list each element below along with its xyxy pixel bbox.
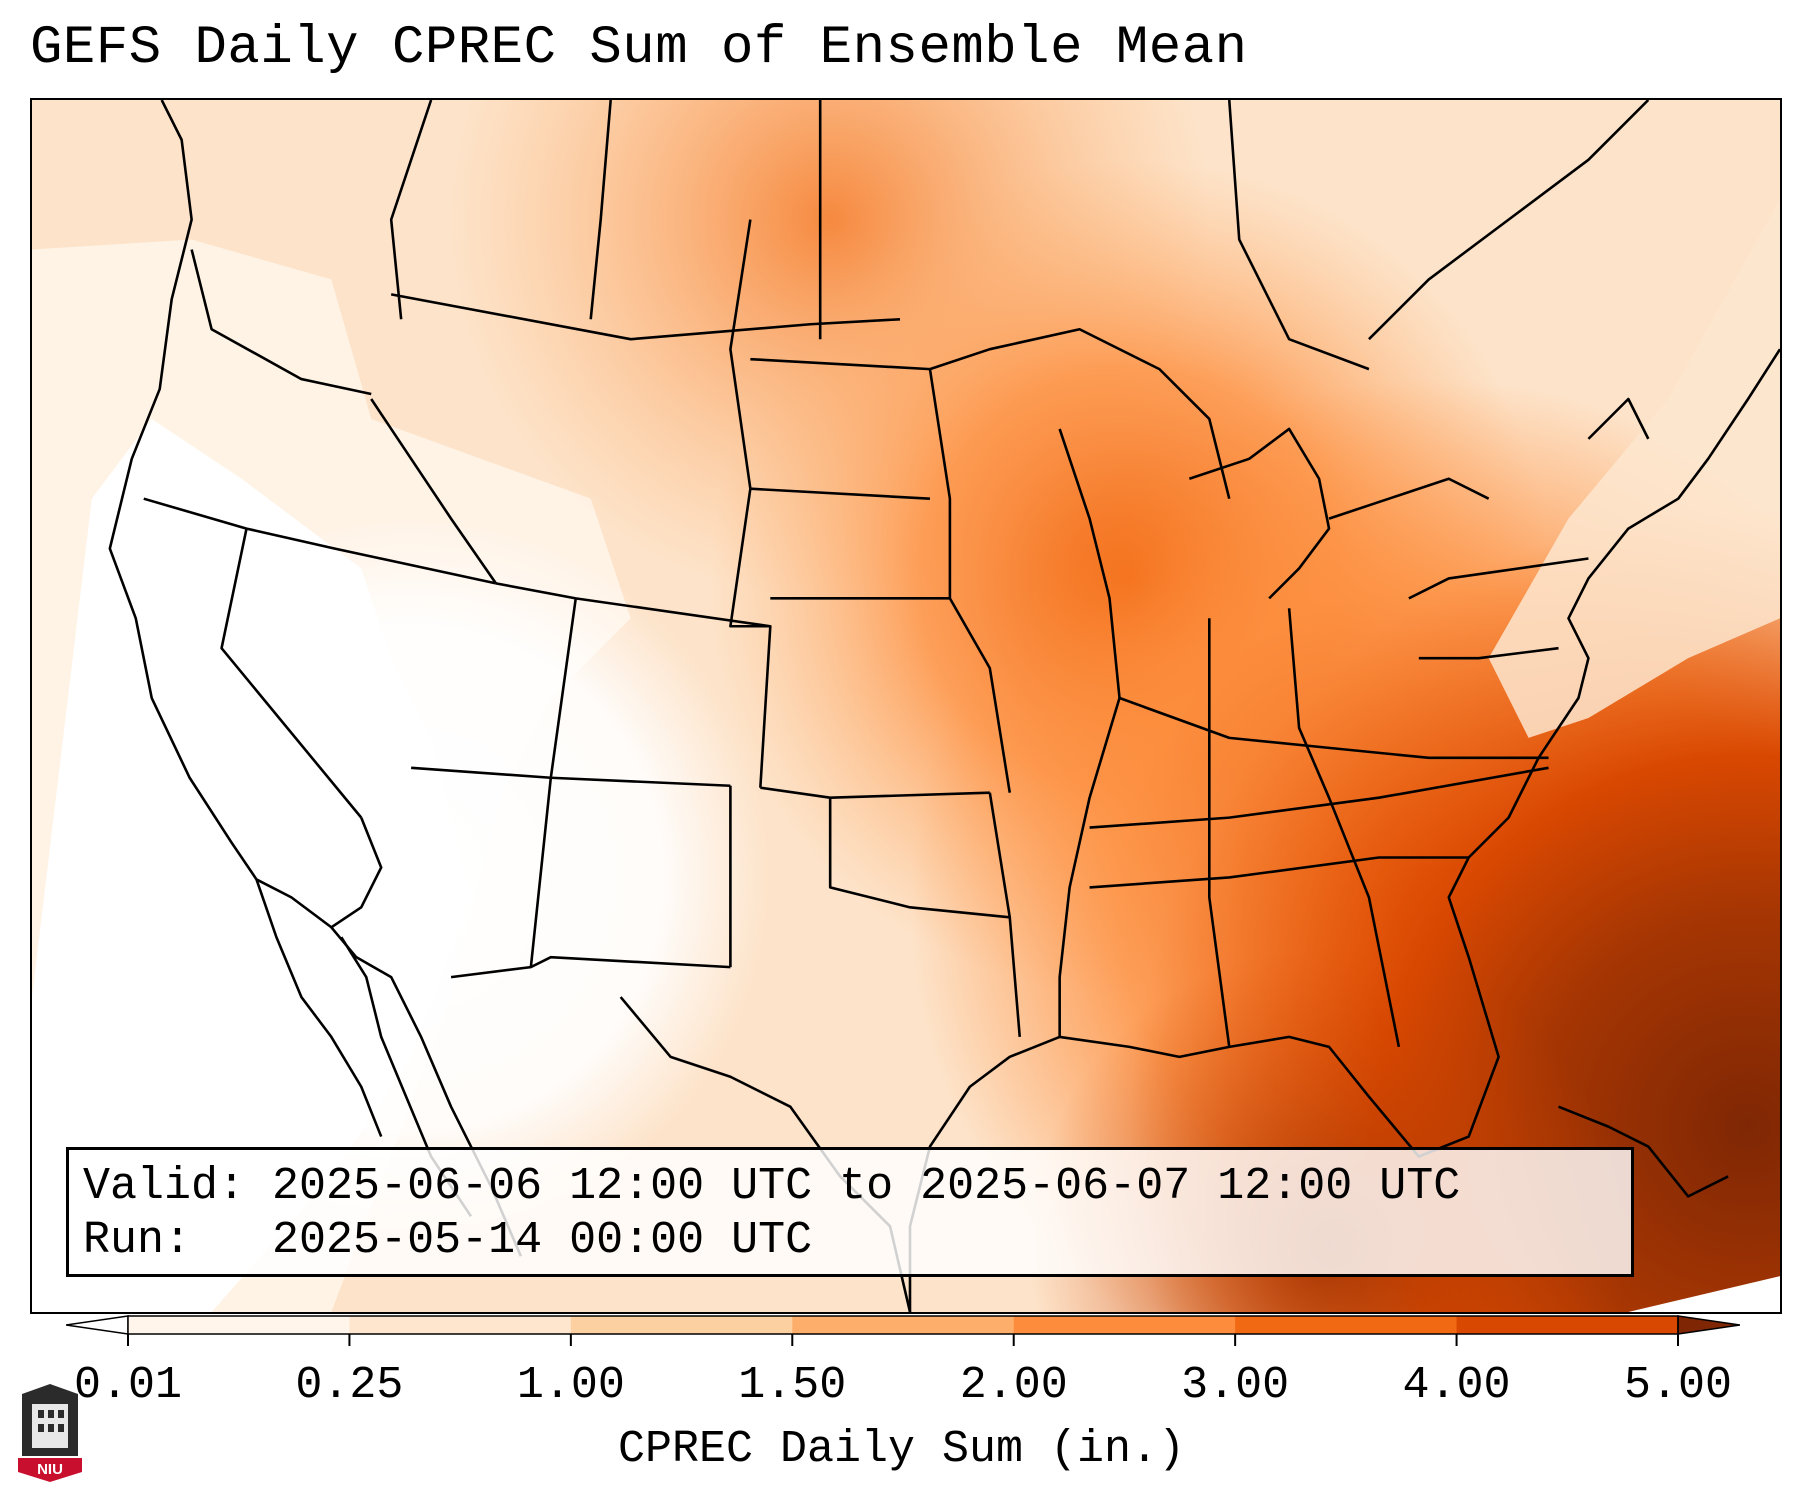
colorbar-tick-label: 1.50 [738, 1360, 847, 1411]
ohio-river-latitude [1119, 696, 1549, 760]
colorbar-label: CPREC Daily Sum (in.) [617, 1424, 1186, 1475]
us-canada-border-west [390, 293, 901, 341]
colorbar-tick-label: 5.00 [1623, 1360, 1733, 1411]
colorado-border [729, 488, 772, 788]
colorbar-segments [66, 1315, 1740, 1335]
utah-arizona-border [529, 598, 578, 968]
colorbar-tick-label: 4.00 [1402, 1360, 1511, 1411]
niu-logo-text: NIU [37, 1461, 63, 1478]
lake-michigan-huron-shore [1188, 427, 1331, 600]
colorbar-over-triangle [1677, 1315, 1740, 1335]
precip-field-gulf [32, 100, 1780, 1312]
precip-map [30, 98, 1782, 1314]
south-dakota-nebraska-border [750, 487, 931, 500]
colorbar-segment [1013, 1316, 1236, 1334]
colorbar-tick-label: 3.00 [1181, 1360, 1290, 1411]
lake-superior-shore [929, 327, 1231, 499]
valid-label: Valid: [83, 1161, 246, 1212]
lake-erie-ontario-shore [1328, 477, 1490, 520]
baja-coastline [255, 879, 383, 1138]
valid-value: 2025-06-06 12:00 UTC to 2025-06-07 12:00… [272, 1161, 1461, 1212]
map-title: GEFS Daily CPREC Sum of Ensemble Mean [30, 18, 1248, 79]
niu-logo-banner [18, 1458, 82, 1482]
montana-dakota-border [589, 100, 612, 320]
colorbar-segment [1456, 1316, 1679, 1334]
colorbar-segment [570, 1316, 793, 1334]
st-lawrence-region [1368, 100, 1650, 341]
north-south-dakota-border [750, 357, 931, 371]
idaho-border [370, 398, 498, 585]
mississippi-region-border-west [928, 368, 1012, 793]
washington-oregon-border [190, 249, 372, 396]
colorbar-tick-label: 0.01 [73, 1360, 183, 1411]
colorbar-tick-label: 1.00 [516, 1360, 625, 1411]
colorbar-tick-label: 2.00 [959, 1360, 1068, 1411]
ohio-georgia-line [1287, 608, 1401, 1048]
colorbar-under-triangle [66, 1315, 129, 1335]
indiana-alabama-line [1208, 618, 1231, 1048]
pacific-coastline [108, 100, 523, 1257]
tennessee-north-border [1089, 766, 1549, 829]
colorbar-segment [792, 1316, 1015, 1334]
gulf-and-atlantic-coast [908, 348, 1780, 1312]
tennessee-south-border [1089, 856, 1469, 889]
red-river-border [828, 797, 1010, 919]
pennsylvania-north-border [1408, 557, 1589, 600]
valid-run-info-box: Valid: 2025-06-06 12:00 UTC to 2025-06-0… [66, 1147, 1634, 1277]
new-mexico-south-border [450, 955, 731, 979]
texas-louisiana-border [988, 792, 1022, 1038]
run-value: 2025-05-14 00:00 UTC [272, 1215, 813, 1266]
dakota-west-border [729, 219, 752, 489]
colorbar-segment [1235, 1316, 1458, 1334]
niu-logo: NIU [18, 1384, 82, 1482]
montana-idaho-border [389, 100, 433, 320]
california-nevada-border [220, 528, 363, 819]
precip-field-atlantic-light [1488, 199, 1780, 738]
colorbar-segment [128, 1316, 350, 1334]
coastlines-and-borders [108, 100, 1780, 1312]
colorbar-frame [127, 1315, 1679, 1335]
colorbar-tick-label: 0.25 [295, 1360, 404, 1411]
colorbar-segment [349, 1316, 572, 1334]
run-label: Run: [83, 1215, 192, 1266]
new-england-coast [1587, 397, 1650, 440]
cuba-outline [1558, 1105, 1729, 1198]
oregon-idaho-south-border [143, 497, 497, 585]
mississippi-river [1058, 428, 1121, 1037]
colorbar [66, 1315, 1740, 1346]
colorado-river-border [330, 817, 383, 929]
mason-dixon-line [1418, 646, 1559, 660]
ontario-quebec-region [1227, 100, 1370, 371]
colorbar-ticks [127, 1334, 1679, 1346]
precip-map-svg [32, 100, 1780, 1312]
